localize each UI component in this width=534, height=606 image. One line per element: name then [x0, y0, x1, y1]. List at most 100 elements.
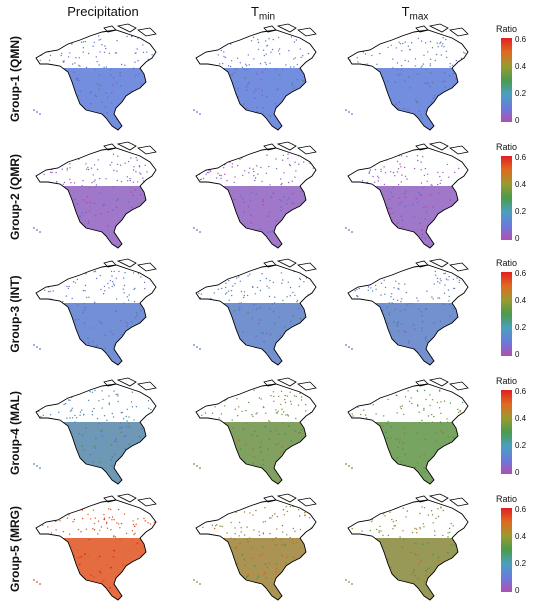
- station-dot: [414, 527, 416, 530]
- station-dot: [250, 557, 253, 560]
- coastline: [35, 147, 157, 249]
- station-dot: [49, 414, 52, 416]
- station-dot: [234, 227, 237, 230]
- station-dot: [437, 183, 439, 186]
- station-dot: [262, 203, 265, 206]
- station-dot: [271, 48, 274, 51]
- station-dot: [433, 589, 435, 592]
- station-dot: [275, 105, 277, 107]
- station-dot: [294, 103, 296, 105]
- station-dot: [93, 522, 96, 525]
- station-dot: [65, 295, 67, 297]
- station-dot: [201, 414, 203, 416]
- station-dot: [265, 332, 268, 335]
- station-dot: [420, 40, 423, 42]
- station-dot: [304, 512, 306, 514]
- station-dot: [296, 344, 298, 347]
- station-dot: [457, 456, 460, 459]
- station-dot: [229, 390, 231, 392]
- station-dot: [248, 401, 250, 404]
- station-dot: [311, 186, 313, 188]
- station-dot: [231, 166, 233, 168]
- station-dot: [410, 590, 413, 593]
- station-dot: [365, 518, 367, 521]
- station-dot: [391, 195, 394, 198]
- map-panel-tmin: [188, 257, 338, 369]
- station-dot: [383, 166, 385, 168]
- station-dot: [435, 274, 437, 276]
- arctic-island: [263, 495, 277, 503]
- station-dot: [105, 66, 108, 68]
- hawaii-station: [33, 579, 35, 581]
- station-dot: [384, 327, 387, 330]
- arctic-island: [449, 145, 469, 155]
- station-dot: [216, 38, 218, 40]
- station-dot: [420, 161, 422, 163]
- station-dot: [407, 342, 410, 344]
- station-dot: [245, 65, 248, 67]
- station-dot: [351, 282, 354, 285]
- station-dot: [299, 559, 301, 561]
- station-dot: [310, 38, 313, 40]
- station-dot: [129, 547, 132, 550]
- station-dot: [285, 506, 287, 508]
- station-dot: [441, 80, 444, 83]
- station-dot: [397, 184, 400, 186]
- station-dot: [442, 37, 444, 39]
- station-dot: [239, 158, 241, 161]
- station-dot: [428, 230, 431, 233]
- station-dot: [146, 83, 148, 85]
- station-dot: [317, 179, 318, 180]
- station-dot: [216, 524, 218, 526]
- station-dot: [128, 416, 130, 418]
- station-dot: [247, 311, 249, 314]
- station-dot: [245, 422, 247, 425]
- station-dot: [279, 451, 282, 454]
- station-dot: [430, 58, 432, 60]
- station-dot: [286, 453, 289, 456]
- station-dot: [262, 459, 265, 461]
- north-america-map: [33, 493, 157, 601]
- station-dot: [110, 102, 113, 104]
- station-dot: [404, 196, 407, 199]
- station-dot: [378, 177, 380, 179]
- station-dot: [445, 38, 447, 41]
- station-dot: [259, 319, 261, 321]
- station-dot: [382, 350, 384, 353]
- station-dot: [220, 38, 222, 40]
- station-dot: [262, 200, 264, 203]
- station-dot: [259, 289, 262, 292]
- station-dot: [275, 543, 278, 546]
- station-dot: [291, 84, 294, 87]
- station-dot: [85, 163, 87, 165]
- station-dot: [404, 396, 407, 398]
- arctic-island: [297, 497, 317, 507]
- station-dot: [306, 299, 308, 301]
- station-dot: [358, 512, 360, 514]
- ratio-fill: [58, 303, 156, 365]
- station-dot: [210, 403, 212, 405]
- station-dot: [257, 38, 259, 41]
- station-dot: [439, 111, 442, 114]
- station-dot: [48, 59, 51, 62]
- hawaii-station: [199, 231, 201, 233]
- station-dot: [290, 201, 293, 204]
- station-dot: [130, 206, 133, 209]
- station-dot: [230, 521, 232, 524]
- station-dot: [427, 415, 430, 417]
- station-dot: [267, 448, 270, 451]
- station-dot: [138, 234, 141, 237]
- station-dot: [198, 518, 200, 520]
- station-dot: [296, 229, 298, 232]
- station-dot: [451, 89, 454, 92]
- station-dot: [129, 119, 132, 121]
- station-dot: [254, 177, 257, 179]
- station-dot: [437, 556, 440, 559]
- station-dot: [304, 514, 306, 516]
- station-dot: [393, 120, 396, 123]
- station-dot: [241, 472, 244, 474]
- hawaii-station: [345, 463, 347, 465]
- station-dot: [81, 185, 83, 187]
- station-dot: [400, 588, 403, 591]
- station-dot: [61, 168, 63, 170]
